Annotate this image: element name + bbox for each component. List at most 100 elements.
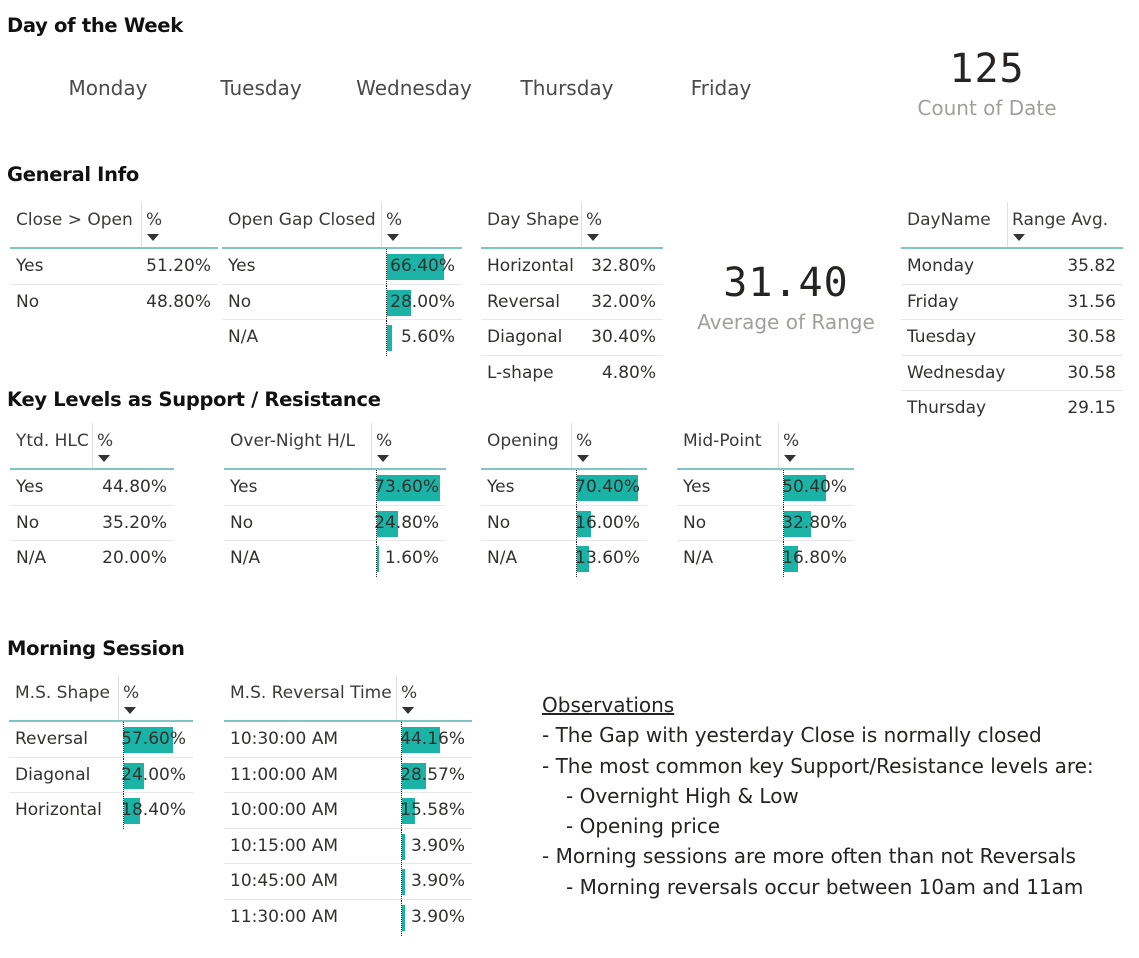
row-value: 51.20%	[146, 256, 211, 276]
slicer-wednesday[interactable]: Wednesday	[356, 76, 472, 100]
column-header[interactable]: %	[386, 210, 403, 230]
column-divider[interactable]	[778, 423, 779, 468]
sort-descending-icon[interactable]	[1013, 234, 1025, 241]
table-row[interactable]: Tuesday 30.58	[901, 320, 1123, 356]
row-value: 4.80%	[601, 362, 656, 383]
row-label: N/A	[683, 548, 714, 569]
table-row[interactable]: N/A 1.60%	[224, 541, 446, 577]
table-row[interactable]: No 35.20%	[10, 506, 174, 542]
column-header[interactable]: Opening	[487, 431, 559, 451]
table-row[interactable]: No 28.00%	[222, 284, 462, 321]
data-bar	[577, 546, 589, 573]
table-row[interactable]: Horizontal 32.80%	[481, 249, 663, 285]
table-row[interactable]: No 32.80%	[677, 505, 854, 542]
table-row[interactable]: N/A 5.60%	[222, 320, 462, 356]
column-header[interactable]: Open Gap Closed	[228, 210, 376, 230]
column-header[interactable]: %	[401, 683, 418, 703]
row-label: Yes	[16, 477, 44, 497]
table-row[interactable]: Thursday 29.15	[901, 391, 1123, 427]
sort-descending-icon[interactable]	[587, 234, 599, 241]
row-value: 32.80%	[591, 256, 656, 276]
day-shape-table: Day Shape% Horizontal 32.80% Reversal 32.00%…	[481, 202, 663, 391]
column-header[interactable]: %	[576, 431, 593, 451]
column-header[interactable]: Mid-Point	[683, 431, 762, 451]
column-divider[interactable]	[371, 423, 372, 468]
table-header: M.S. Shape%	[9, 675, 193, 722]
table-row[interactable]: N/A 20.00%	[10, 541, 174, 577]
sort-descending-icon[interactable]	[387, 234, 399, 241]
table-row[interactable]: No 24.80%	[224, 505, 446, 542]
table-row[interactable]: N/A 16.80%	[677, 541, 854, 577]
column-divider[interactable]	[141, 202, 142, 247]
table-row[interactable]: Yes 50.40%	[677, 470, 854, 506]
sort-descending-icon[interactable]	[377, 455, 389, 462]
column-header[interactable]: Over-Night H/L	[230, 431, 355, 451]
column-header[interactable]: %	[376, 431, 393, 451]
table-row[interactable]: 10:45:00 AM 3.90%	[224, 864, 472, 900]
row-label: 10:15:00 AM	[230, 835, 339, 856]
slicer-friday[interactable]: Friday	[690, 76, 752, 100]
table-row[interactable]: Reversal 57.60%	[9, 722, 193, 758]
table-row[interactable]: No 48.80%	[10, 285, 218, 321]
column-header[interactable]: %	[146, 210, 163, 230]
table-row[interactable]: Yes 73.60%	[224, 470, 446, 506]
table-row[interactable]: No 16.00%	[481, 505, 647, 542]
table-row[interactable]: Horizontal 18.40%	[9, 793, 193, 829]
row-value: 35.20%	[102, 512, 167, 533]
column-divider[interactable]	[396, 675, 397, 720]
sort-descending-icon[interactable]	[124, 707, 136, 714]
table-row[interactable]: 11:30:00 AM 3.90%	[224, 899, 472, 936]
table-row[interactable]: 11:00:00 AM 28.57%	[224, 757, 472, 794]
column-divider[interactable]	[1007, 202, 1008, 247]
sort-descending-icon[interactable]	[147, 234, 159, 241]
table-row[interactable]: 10:00:00 AM 15.58%	[224, 793, 472, 829]
slicer-tuesday[interactable]: Tuesday	[220, 76, 302, 100]
column-header[interactable]: %	[586, 210, 603, 230]
table-row[interactable]: Yes 66.40%	[222, 249, 462, 285]
table-row[interactable]: 10:30:00 AM 44.16%	[224, 722, 472, 758]
column-divider[interactable]	[571, 423, 572, 468]
column-divider[interactable]	[381, 202, 382, 247]
table-row[interactable]: Yes 51.20%	[10, 249, 218, 285]
slicer-monday[interactable]: Monday	[68, 76, 148, 100]
table-row[interactable]: Friday 31.56	[901, 285, 1123, 321]
column-header[interactable]: M.S. Reversal Time	[230, 683, 392, 703]
column-divider[interactable]	[118, 675, 119, 720]
column-header[interactable]: M.S. Shape	[15, 683, 110, 703]
bar-axis-line	[401, 793, 402, 828]
column-header[interactable]: %	[123, 683, 140, 703]
data-bar	[784, 510, 812, 537]
column-divider[interactable]	[92, 423, 93, 468]
table-row[interactable]: Diagonal 24.00%	[9, 757, 193, 794]
table-header: Over-Night H/L%	[224, 423, 446, 470]
table-row[interactable]: Yes 44.80%	[10, 470, 174, 506]
column-header[interactable]: %	[97, 431, 114, 451]
table-row[interactable]: Yes 70.40%	[481, 470, 647, 506]
column-header[interactable]: Day Shape	[487, 210, 580, 230]
slicer-thursday[interactable]: Thursday	[520, 76, 614, 100]
column-header[interactable]: Close > Open	[16, 210, 133, 230]
sort-descending-icon[interactable]	[98, 455, 110, 462]
sort-descending-icon[interactable]	[402, 707, 414, 714]
table-row[interactable]: Diagonal 30.40%	[481, 320, 663, 356]
table-row[interactable]: 10:15:00 AM 3.90%	[224, 828, 472, 865]
column-header[interactable]: Range Avg.	[1012, 210, 1109, 230]
table-row[interactable]: Wednesday 30.58	[901, 356, 1123, 392]
row-label: No	[16, 291, 40, 312]
table-header: Open Gap Closed%	[222, 202, 462, 249]
sort-descending-icon[interactable]	[784, 455, 796, 462]
table-row[interactable]: L-shape 4.80%	[481, 356, 663, 392]
column-header[interactable]: DayName	[907, 210, 991, 230]
column-header[interactable]: Ytd. HLC	[16, 431, 89, 451]
data-bar	[402, 762, 427, 789]
table-row[interactable]: Monday 35.82	[901, 249, 1123, 285]
data-bar	[377, 475, 440, 501]
bar-axis-line	[401, 864, 402, 899]
column-header[interactable]: %	[783, 431, 800, 451]
sort-descending-icon[interactable]	[577, 455, 589, 462]
row-label: Yes	[230, 477, 258, 497]
row-value: 1.60%	[384, 548, 439, 569]
table-row[interactable]: Reversal 32.00%	[481, 285, 663, 321]
column-divider[interactable]	[581, 202, 582, 247]
table-row[interactable]: N/A 13.60%	[481, 541, 647, 577]
